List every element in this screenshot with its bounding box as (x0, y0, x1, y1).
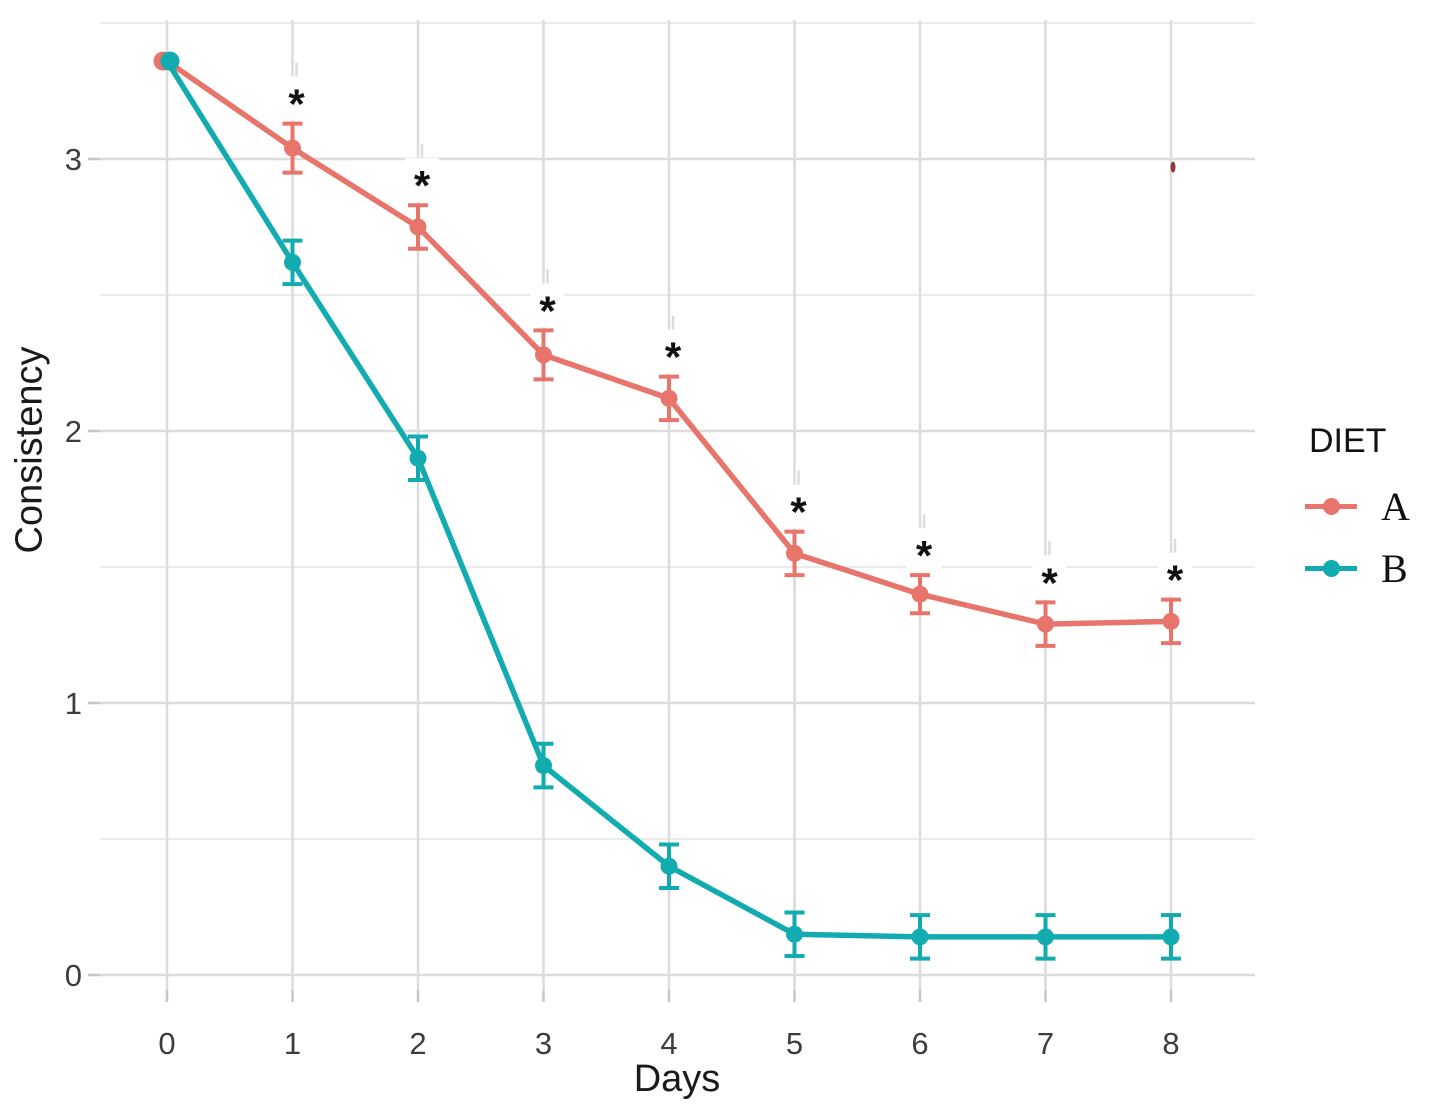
significance-label-box (1158, 552, 1192, 597)
x-tick-label: 1 (284, 1026, 301, 1061)
data-point-a (660, 389, 678, 407)
data-point-b (535, 757, 552, 775)
data-point-a (409, 218, 427, 236)
x-tick-label: 8 (1162, 1026, 1179, 1061)
y-axis-title: Consistency (8, 346, 51, 554)
legend-title: DIET (1309, 422, 1387, 460)
significance-label-box (781, 484, 816, 529)
data-point-b (284, 253, 301, 271)
data-point-b (911, 928, 929, 946)
significance-asterisk: * (539, 287, 556, 334)
data-point-b (409, 449, 427, 467)
significance-asterisk: * (414, 162, 431, 209)
significance-label-box (1032, 555, 1067, 600)
legend: DIET A B (1305, 422, 1410, 591)
x-tick-label: 7 (1037, 1026, 1054, 1061)
legend-point-icon (1323, 498, 1340, 515)
y-tick-label: 0 (65, 958, 82, 993)
data-point-b (160, 51, 180, 71)
data-point-b (786, 925, 803, 943)
significance-asterisk: * (916, 532, 933, 579)
data-point-a (1162, 612, 1180, 630)
y-tick-label: 2 (65, 414, 82, 449)
data-point-a (911, 585, 929, 603)
y-tick-label: 3 (65, 142, 82, 177)
legend-key-a (1305, 491, 1357, 521)
data-point-b (1162, 928, 1180, 946)
data-point-b (660, 857, 678, 875)
data-point-b (1037, 928, 1054, 946)
significance-asterisk: * (288, 81, 305, 128)
x-tick-label: 6 (911, 1026, 928, 1061)
legend-label-b: B (1381, 545, 1408, 591)
legend-key-b (1305, 553, 1357, 583)
legend-item-a: A (1305, 484, 1410, 529)
x-tick-label: 4 (660, 1026, 677, 1061)
significance-asterisk: * (790, 489, 807, 536)
legend-label-a: A (1381, 483, 1410, 529)
significance-label-box (279, 76, 314, 121)
significance-asterisk: * (665, 334, 682, 381)
x-axis-title: Days (633, 1058, 721, 1100)
data-point-a (1037, 615, 1054, 633)
x-tick-label: 3 (535, 1026, 552, 1061)
y-tick-label: 1 (65, 686, 82, 721)
x-tick-label: 2 (409, 1026, 426, 1061)
data-point-a (284, 139, 301, 157)
significance-label-box (907, 528, 941, 573)
x-tick-label: 5 (786, 1026, 803, 1061)
significance-asterisk: * (1167, 557, 1184, 604)
significance-label-box (656, 329, 690, 374)
x-tick-label: 0 (158, 1026, 175, 1061)
significance-asterisk: * (1041, 559, 1058, 606)
data-point-a (786, 544, 803, 562)
legend-item-b: B (1305, 546, 1410, 591)
data-point-a (535, 346, 552, 364)
significance-label-box (530, 283, 565, 328)
significance-label-box (405, 158, 439, 203)
legend-point-icon (1323, 560, 1340, 577)
stray-artifact-mark (1170, 161, 1176, 173)
